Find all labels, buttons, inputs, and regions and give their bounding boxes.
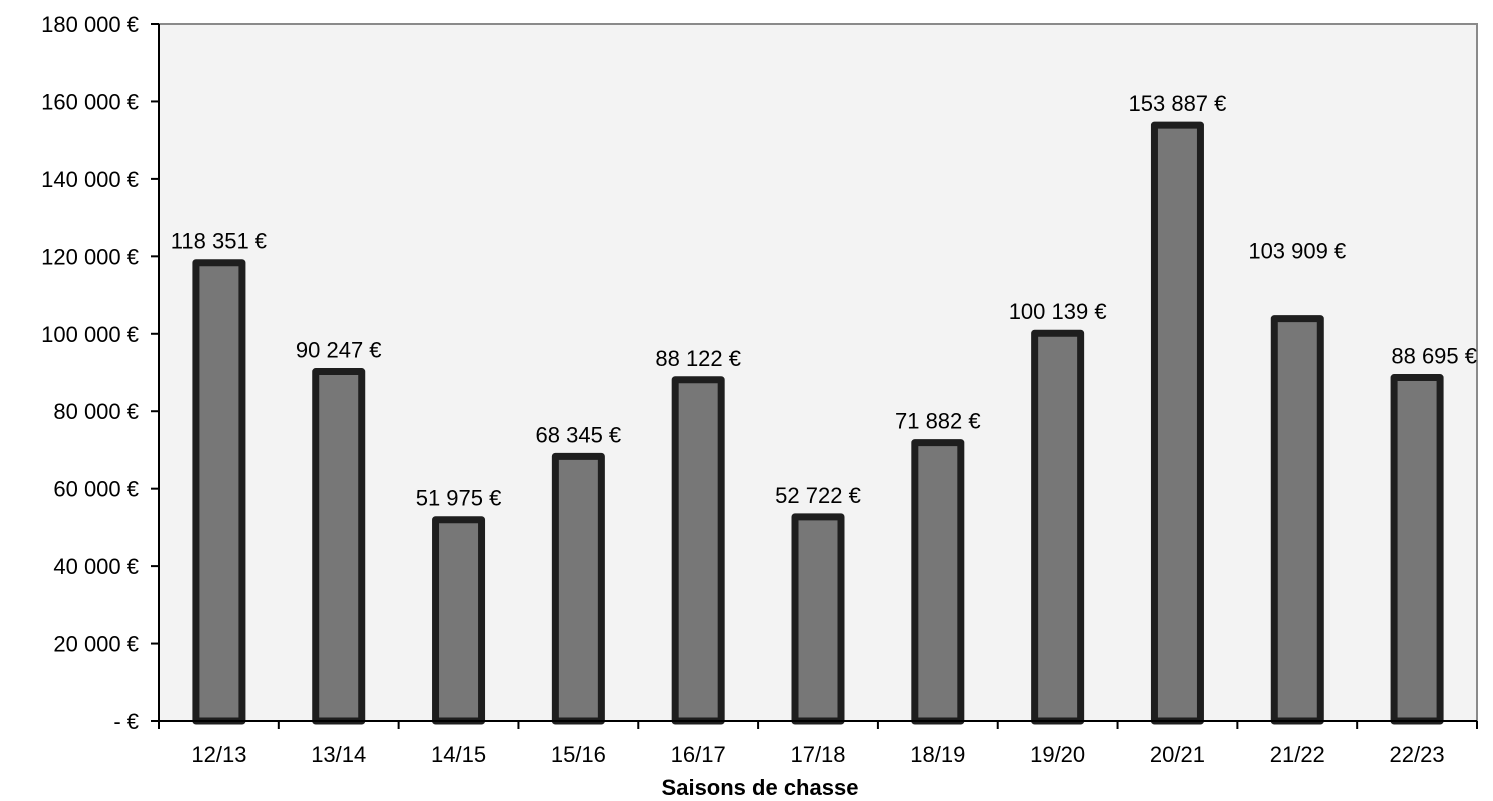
bar [551,452,605,725]
y-tick-label: 140 000 € [41,167,139,192]
data-label: 153 887 € [1129,91,1227,116]
x-axis-ticks: 12/13 13/14 14/15 15/16 16/17 17/18 18/19 19/20… [158,721,1478,767]
bar [192,259,246,725]
x-axis-title: Saisons de chasse [662,775,859,800]
y-axis-ticks: - € 20 000 € 40 000 € 60 000 € 80 000 € 100 0… [41,12,159,734]
x-tick-label: 19/20 [1030,742,1085,767]
data-label: 71 882 € [895,409,981,434]
bar [432,516,486,725]
y-tick-label: 20 000 € [53,632,139,657]
data-label: 68 345 € [536,422,622,447]
data-label: 52 722 € [775,483,861,508]
data-label: 103 909 € [1248,239,1346,264]
y-tick-label: - € [113,709,139,734]
bar [312,368,366,725]
y-tick-label: 160 000 € [41,89,139,114]
x-tick-label: 18/19 [910,742,965,767]
data-label: 88 695 € [1391,344,1477,369]
data-label: 51 975 € [416,486,502,511]
y-tick-label: 120 000 € [41,244,139,269]
bar [1150,121,1204,725]
bars: 118 351 € 90 247 € 51 975 € 68 345 € 88 122 … [171,91,1477,725]
x-tick-label: 14/15 [431,742,486,767]
data-label: 90 247 € [296,338,382,363]
x-tick-label: 22/23 [1390,742,1445,767]
bar [911,439,965,725]
y-tick-label: 80 000 € [53,399,139,424]
bar [671,376,725,725]
bar [1390,374,1444,725]
data-label: 118 351 € [171,229,267,254]
y-tick-label: 100 000 € [41,322,139,347]
y-tick-label: 180 000 € [41,12,139,37]
y-tick-label: 40 000 € [53,554,139,579]
x-tick-label: 12/13 [191,742,246,767]
x-tick-label: 15/16 [551,742,606,767]
x-tick-label: 13/14 [311,742,366,767]
bar [791,513,845,725]
x-tick-label: 16/17 [671,742,726,767]
x-tick-label: 17/18 [790,742,845,767]
bar [1031,329,1085,725]
bar [1270,315,1324,725]
y-tick-label: 60 000 € [53,477,139,502]
data-label: 88 122 € [655,346,741,371]
x-tick-label: 21/22 [1270,742,1325,767]
x-tick-label: 20/21 [1150,742,1205,767]
data-label: 100 139 € [1009,299,1107,324]
